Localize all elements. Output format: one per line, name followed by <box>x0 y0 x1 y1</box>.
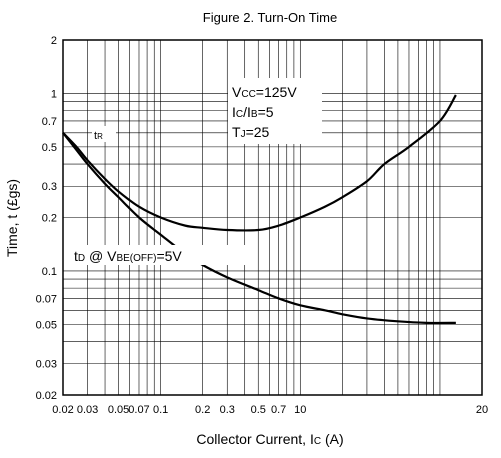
tj-rest: =25 <box>246 124 270 140</box>
series-label-td: tD @ VBE(OFF)=5V <box>74 248 182 264</box>
y-tick-label: 0.02 <box>36 390 57 402</box>
x-tick-labels: 0.02 0.03 0.050.07 0.1 0.2 0.3 0.5 0.7 10 20 <box>52 404 488 416</box>
y-tick-label: 0.7 <box>42 116 57 128</box>
condition-box <box>228 78 322 144</box>
vcc-sub: CC <box>241 89 255 100</box>
series-group <box>62 94 457 325</box>
y-tick-label: 0.03 <box>36 359 57 371</box>
chart-title: Figure 2. Turn-On Time <box>203 10 337 25</box>
x-axis-label-sub: C <box>314 436 321 447</box>
series-line-tr <box>62 94 457 232</box>
x-tick-label: 20 <box>476 404 488 416</box>
td-mid: @ V <box>85 248 117 264</box>
tj-sub: J <box>241 129 246 140</box>
x-tick-label: 0.05 <box>108 404 129 416</box>
x-tick-label: 0.5 <box>251 404 266 416</box>
td-label-bg <box>70 245 256 265</box>
y-tick-label: 0.07 <box>36 293 57 305</box>
y-tick-labels: 0.02 0.03 0.05 0.07 0.1 0.2 0.3 0.5 0.7 1 2 <box>36 35 57 402</box>
x-tick-label: 0.3 <box>220 404 235 416</box>
series-line-td <box>62 132 456 325</box>
y-tick-label: 0.2 <box>42 213 57 225</box>
tr-sub: R <box>97 132 103 141</box>
y-tick-label: 0.05 <box>36 319 57 331</box>
y-tick-label: 0.1 <box>42 266 57 278</box>
annotation-tj: TJ=25 <box>232 124 270 140</box>
icib-mid: /I <box>243 104 251 120</box>
x-axis-label: Collector Current, IC (A) <box>196 431 343 447</box>
tj-main: T <box>232 124 241 140</box>
y-tick-label: 1 <box>51 88 57 100</box>
tr-main: t <box>94 130 97 142</box>
annotation-vcc: VCC=125V <box>232 84 297 100</box>
x-tick-label: 0.1 <box>153 404 168 416</box>
td-sub: D <box>78 253 85 264</box>
td-main: t <box>74 248 78 264</box>
td-sub2: BE(OFF) <box>116 253 156 264</box>
y-axis-label: Time, t (£gs) <box>4 179 20 257</box>
x-axis-label-main: Collector Current, I <box>196 431 313 447</box>
x-tick-label: 0.2 <box>195 404 210 416</box>
x-tick-label: 0.03 <box>77 404 98 416</box>
x-tick-label: 0.02 <box>52 404 73 416</box>
vcc-main: V <box>232 84 242 100</box>
x-tick-label: 0.7 <box>271 404 286 416</box>
icib-sub1: C <box>236 109 243 120</box>
icib-rest: =5 <box>258 104 274 120</box>
x-axis-label-unit: (A) <box>321 431 344 447</box>
annotation-ic-ib: IC/IB=5 <box>232 104 274 120</box>
x-tick-label: 0.07 <box>128 404 149 416</box>
y-tick-label: 0.5 <box>42 142 57 154</box>
series-label-tr: tR <box>94 130 103 142</box>
icib-sub2: B <box>251 109 258 120</box>
td-rest: =5V <box>156 248 182 264</box>
x-tick-label: 10 <box>294 404 306 416</box>
vcc-rest: =125V <box>256 84 298 100</box>
y-tick-label: 0.3 <box>42 181 57 193</box>
icib-main: I <box>232 104 236 120</box>
y-tick-label: 2 <box>51 35 57 47</box>
plot-frame <box>62 39 483 396</box>
tr-label-bg <box>92 126 116 142</box>
